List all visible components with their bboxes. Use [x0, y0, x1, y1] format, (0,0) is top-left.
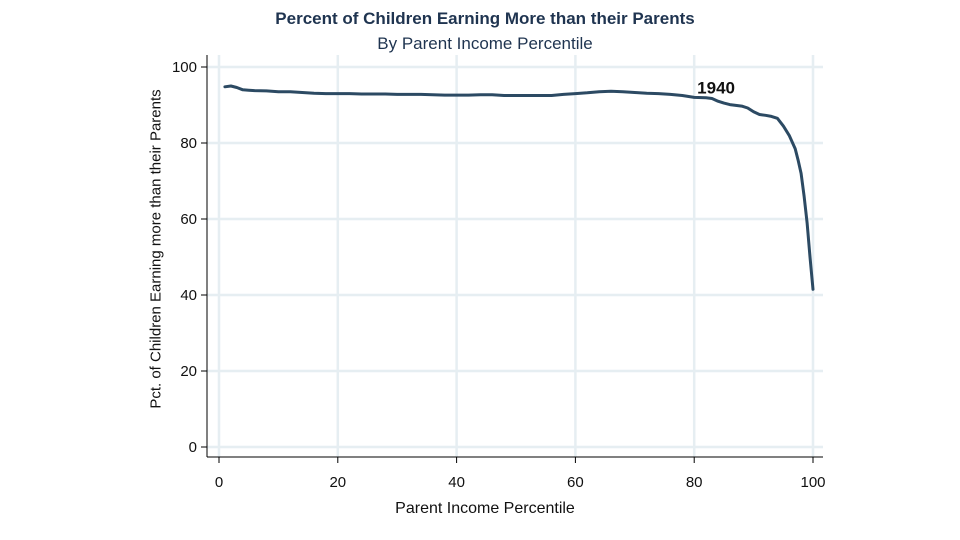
- series-annotation-label: 1940: [697, 79, 735, 98]
- y-tick-label: 80: [180, 135, 197, 152]
- x-tick-label: 0: [215, 474, 223, 491]
- chart-title: Percent of Children Earning More than th…: [275, 9, 695, 28]
- x-tick-label: 40: [448, 474, 465, 491]
- y-tick-label: 40: [180, 287, 197, 304]
- x-tick-label: 100: [800, 474, 825, 491]
- x-tick-label: 80: [686, 474, 703, 491]
- y-tick-label: 20: [180, 363, 197, 380]
- x-axis-label: Parent Income Percentile: [395, 500, 575, 517]
- chart-subtitle: By Parent Income Percentile: [377, 34, 593, 53]
- x-tick-label: 60: [567, 474, 584, 491]
- y-tick-label: 0: [189, 439, 197, 456]
- y-tick-label: 100: [172, 59, 197, 76]
- series-line: [223, 84, 815, 291]
- y-tick-label: 60: [180, 211, 197, 228]
- x-tick-label: 20: [329, 474, 346, 491]
